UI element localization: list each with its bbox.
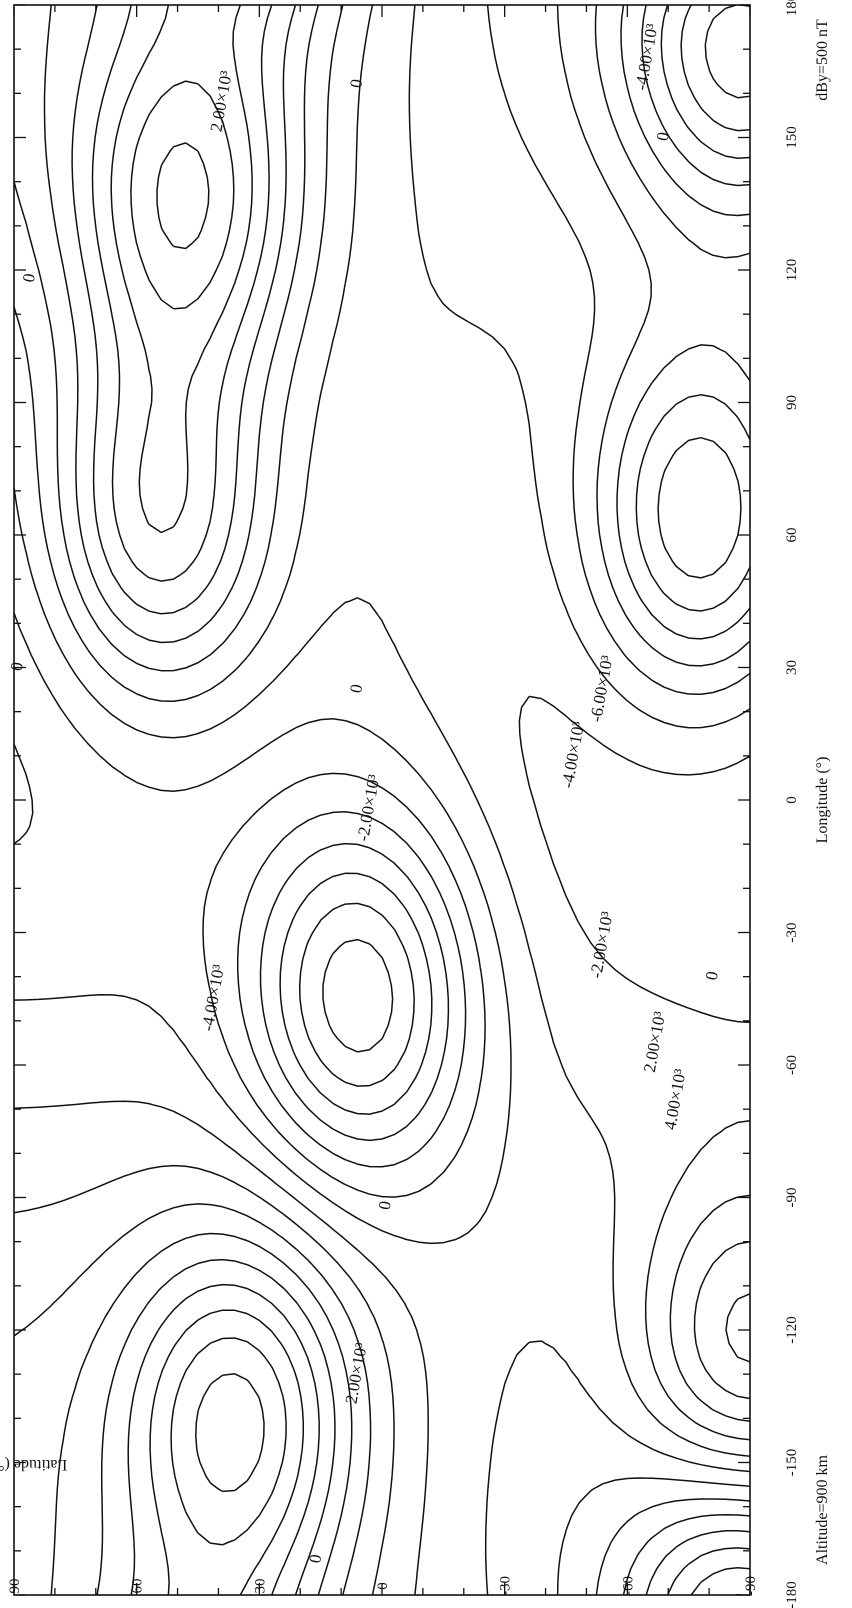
longitude-tick-label: 0	[784, 796, 800, 804]
latitude-tick-label: 60	[130, 1579, 146, 1594]
longitude-tick-label: 180	[784, 0, 800, 16]
contour-line	[13, 4, 751, 1596]
latitude-tick-label: 0	[375, 1582, 391, 1590]
contour-value-label: 0	[375, 1200, 395, 1212]
contour-value-label: 0	[346, 78, 366, 90]
contour-value-label: -2.00×10³	[353, 773, 383, 842]
longitude-tick-label: -60	[784, 1055, 800, 1075]
contour-line	[110, 4, 305, 1596]
contour-value-label: -2.00×10³	[586, 910, 616, 979]
contour-value-labels: 0 2.00×10³ 0 -4.00×10³ -2.00×10³ -2.00×10³ 0 2.…	[7, 22, 722, 1564]
contour-value-label: -4.00×10³	[631, 22, 661, 91]
contour-value-label: 0	[653, 131, 673, 143]
contour-value-label: -6.00×10³	[586, 654, 616, 723]
contour-line	[43, 4, 751, 1596]
latitude-tick-label: -60	[620, 1576, 636, 1596]
longitude-tick-label: -90	[784, 1188, 800, 1208]
longitude-tick-label: -30	[784, 923, 800, 943]
contour-line	[322, 4, 751, 1596]
longitude-tick-label: -120	[784, 1316, 800, 1344]
x-axis-title: Longitude (°)	[814, 757, 831, 844]
contour-value-label: 0	[346, 683, 366, 695]
contour-value-label: 0	[7, 661, 27, 673]
contour-value-label: 0	[702, 970, 722, 982]
longitude-tick-label: 60	[784, 528, 800, 543]
longitude-tick-label: 120	[784, 259, 800, 282]
contour-line	[91, 4, 320, 1596]
contour-line	[13, 4, 751, 1596]
contour-line	[71, 4, 751, 1596]
latitude-tick-label: -90	[743, 1576, 759, 1596]
interval-label: dBy=500 nT	[814, 19, 831, 101]
longitude-tick-label: -150	[784, 1449, 800, 1477]
contour-line	[130, 80, 287, 1546]
contour-line	[298, 4, 751, 1596]
contour-lines	[13, 4, 751, 1596]
contour-value-label: 2.00×10³	[640, 1010, 669, 1074]
contour-value-label: -4.00×10³	[198, 963, 228, 1032]
longitude-tick-label: 150	[784, 126, 800, 149]
plot-frame	[13, 4, 751, 1596]
longitude-tick-label: 90	[784, 395, 800, 410]
contour-line	[156, 142, 265, 1493]
contour-line	[279, 4, 751, 1596]
latitude-tick-labels: 90 60 30 0 -30 -60 -90	[7, 1576, 759, 1596]
contour-value-label: -4.00×10³	[558, 720, 588, 789]
contour-value-label: 2.00×10³	[206, 69, 235, 133]
latitude-tick-label: 90	[7, 1579, 23, 1594]
contour-value-label: 0	[305, 1553, 325, 1565]
contour-line	[13, 4, 751, 1596]
contour-value-label: 4.00×10³	[660, 1067, 689, 1131]
axis-ticks	[13, 4, 751, 1596]
y-axis-title: Latitude (°)	[0, 1456, 67, 1473]
latitude-tick-label: -30	[498, 1576, 514, 1596]
longitude-tick-labels: -180 -150 -120 -90 -60 -30 0 30 60 90 120 150 180	[784, 0, 800, 1608]
latitude-tick-label: 30	[252, 1579, 268, 1594]
contour-line	[236, 4, 751, 1596]
contour-line	[259, 4, 751, 1596]
contour-line	[13, 4, 751, 1596]
longitude-tick-label: -180	[784, 1581, 800, 1608]
longitude-tick-label: 30	[784, 660, 800, 675]
altitude-label: Altitude=900 km	[814, 1454, 831, 1564]
contour-value-label: 0	[19, 272, 39, 284]
contour-line	[13, 4, 751, 1596]
